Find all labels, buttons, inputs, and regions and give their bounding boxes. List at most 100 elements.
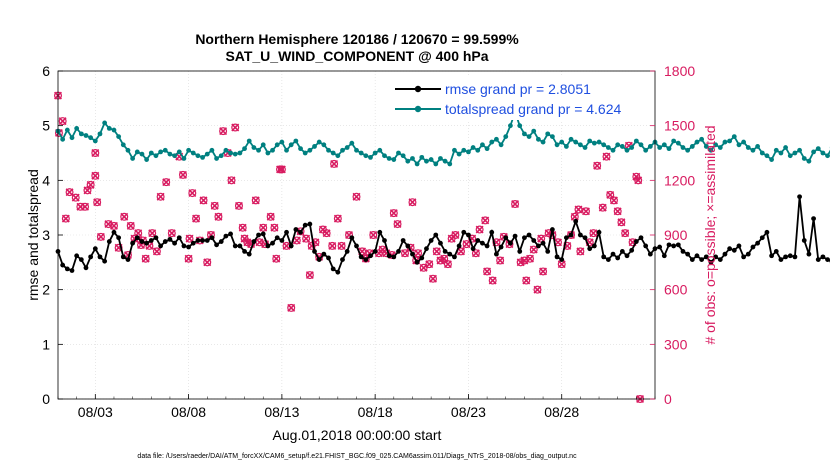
- obs-possible-marker: [471, 249, 480, 258]
- rmse-point: [349, 235, 355, 241]
- rmse-point: [237, 243, 243, 249]
- spread-point: [405, 158, 411, 164]
- y-tick-label: 2: [42, 282, 50, 298]
- obs-assimilated-marker: [634, 176, 643, 185]
- rmse-point: [284, 229, 289, 235]
- spread-point: [125, 147, 131, 153]
- obs-assimilated-marker: [539, 267, 548, 276]
- obs-possible-marker: [539, 267, 548, 276]
- rmse-point: [60, 262, 66, 268]
- rmse-point: [302, 222, 308, 228]
- spread-point: [745, 145, 751, 150]
- obs-possible-marker: [533, 285, 542, 294]
- rmse-point: [344, 249, 350, 254]
- obs-assimilated-marker: [582, 207, 590, 216]
- spread-point: [400, 153, 406, 159]
- obs-assimilated-marker: [134, 229, 143, 238]
- spread-point: [517, 123, 523, 129]
- obs-assimilated-marker: [91, 171, 100, 180]
- obs-possible-marker: [91, 149, 100, 158]
- spread-point: [629, 145, 635, 150]
- obs-possible-marker: [277, 165, 286, 174]
- rmse-point: [745, 251, 751, 257]
- spread-point: [755, 144, 761, 149]
- rmse-point: [517, 249, 523, 254]
- spread-point: [218, 153, 224, 159]
- obs-assimilated-marker: [110, 221, 118, 230]
- obs-assimilated-marker: [408, 198, 417, 207]
- obs-possible-marker: [393, 220, 402, 229]
- rmse-point: [498, 244, 504, 250]
- obs-possible-marker: [185, 234, 194, 243]
- obs-assimilated-marker: [425, 260, 434, 269]
- x-tick-label: 08/03: [78, 404, 113, 420]
- rmse-point: [820, 254, 826, 260]
- data-file-footnote: data file: /Users/raeder/DAI/ATM_forcXX/…: [137, 453, 577, 460]
- obs-possible-marker: [156, 192, 165, 201]
- obs-possible-marker: [71, 193, 80, 202]
- spread-point: [475, 147, 481, 153]
- spread-point: [377, 147, 383, 153]
- spread-point: [251, 145, 257, 150]
- obs-assimilated-marker: [184, 254, 193, 263]
- rmse-point: [573, 218, 579, 224]
- rmse-point: [307, 221, 313, 227]
- rmse-point: [675, 242, 681, 248]
- rmse-point: [270, 240, 275, 246]
- spread-point: [298, 146, 303, 152]
- obs-assimilated-marker: [162, 178, 171, 187]
- obs-possible-marker: [243, 238, 252, 247]
- spread-point: [326, 147, 331, 153]
- obs-assimilated-marker: [120, 212, 129, 221]
- rmse-point: [526, 232, 532, 238]
- obs-possible-marker: [425, 260, 434, 269]
- rmse-point: [316, 257, 322, 262]
- obs-possible-marker: [214, 212, 223, 221]
- spread-point: [335, 153, 341, 159]
- spread-point: [270, 147, 275, 153]
- spread-point: [102, 120, 108, 126]
- obs-possible-marker: [178, 170, 187, 179]
- spread-point: [88, 135, 94, 141]
- rmse-point: [825, 257, 830, 262]
- rmse-point: [792, 254, 798, 260]
- rmse-point: [260, 231, 266, 237]
- rmse-point: [120, 254, 126, 260]
- spread-point: [503, 134, 509, 140]
- rmse-point: [475, 238, 481, 243]
- obs-possible-marker: [436, 256, 445, 265]
- spread-point: [769, 157, 775, 162]
- spread-point: [689, 144, 695, 149]
- rmse-point: [563, 235, 569, 241]
- obs-possible-marker: [598, 203, 607, 212]
- obs-assimilated-marker: [526, 254, 534, 263]
- spread-point: [717, 145, 723, 150]
- obs-possible-marker: [266, 212, 275, 221]
- obs-possible-marker: [481, 216, 490, 225]
- x-tick-label: 08/23: [451, 404, 486, 420]
- obs-assimilated-marker: [203, 258, 212, 267]
- rmse-point: [647, 251, 653, 257]
- rmse-point: [358, 254, 364, 260]
- obs-assimilated-marker: [617, 218, 626, 227]
- spread-point: [186, 147, 191, 153]
- obs-assimilated-marker: [61, 214, 70, 223]
- spread-point: [232, 151, 238, 157]
- spread-point: [531, 128, 537, 134]
- rmse-point: [494, 251, 499, 257]
- rmse-point: [591, 243, 597, 249]
- rmse-point: [731, 247, 737, 253]
- rmse-point: [167, 236, 173, 242]
- rmse-point: [615, 255, 621, 261]
- spread-point: [522, 131, 527, 137]
- obs-possible-marker: [574, 205, 583, 214]
- rmse-point: [452, 254, 457, 260]
- rmse-point: [190, 240, 196, 246]
- y-tick-label: 6: [42, 63, 50, 79]
- spread-point: [624, 147, 630, 153]
- spread-point: [195, 153, 201, 159]
- spread-point: [792, 150, 798, 156]
- y2-tick-label: 0: [664, 391, 672, 407]
- obs-assimilated-marker: [574, 205, 583, 214]
- spread-point: [153, 153, 159, 159]
